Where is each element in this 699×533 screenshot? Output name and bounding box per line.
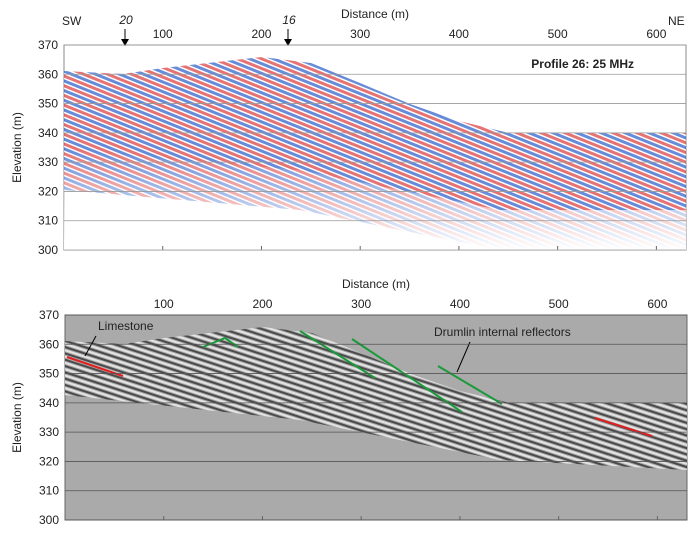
x-tick-label: 400	[449, 27, 469, 41]
line-marker: 20	[118, 13, 133, 27]
y-tick-label: 340	[39, 396, 59, 410]
y-tick-label: 370	[39, 308, 59, 322]
y-tick-label: 320	[39, 454, 59, 468]
y-tick-label: 350	[38, 97, 58, 111]
annotation: Limestone	[98, 319, 154, 333]
y-tick-label: 330	[38, 155, 58, 169]
x-tick-label: 600	[647, 297, 667, 311]
y-axis-label: Elevation (m)	[10, 112, 24, 183]
line-marker: 16	[282, 13, 296, 27]
profile-title: Profile 26: 25 MHz	[531, 57, 634, 71]
x-axis-label: Distance (m)	[342, 277, 410, 291]
x-tick-label: 500	[549, 297, 569, 311]
reflector-line	[299, 330, 376, 379]
y-tick-label: 360	[39, 337, 59, 351]
x-axis-label: Distance (m)	[341, 7, 409, 21]
x-tick-label: 200	[251, 27, 271, 41]
radargram-image	[65, 327, 687, 470]
y-tick-label: 320	[38, 184, 58, 198]
arrow-head	[121, 39, 129, 46]
reflector-line	[437, 365, 503, 405]
arrow-head	[284, 39, 292, 46]
y-tick-label: 310	[38, 214, 58, 228]
x-tick-label: 400	[450, 297, 470, 311]
direction-label: NE	[668, 14, 685, 28]
y-tick-label: 370	[38, 38, 58, 52]
y-tick-label: 300	[38, 243, 58, 257]
annotation: Drumlin internal reflectors	[434, 325, 571, 339]
x-tick-label: 600	[646, 27, 666, 41]
x-tick-label: 100	[153, 27, 173, 41]
limestone-line	[66, 356, 124, 377]
y-tick-label: 340	[38, 126, 58, 140]
x-tick-label: 300	[351, 297, 371, 311]
arrow	[84, 335, 97, 357]
reflector-line	[351, 338, 463, 413]
y-tick-label: 360	[38, 67, 58, 81]
x-tick-label: 200	[252, 297, 272, 311]
direction-label: SW	[62, 14, 82, 28]
x-tick-label: 100	[154, 297, 174, 311]
x-tick-label: 500	[548, 27, 568, 41]
fade	[64, 150, 686, 250]
y-tick-label: 330	[39, 425, 59, 439]
y-tick-label: 310	[39, 484, 59, 498]
x-tick-label: 300	[350, 27, 370, 41]
y-tick-label: 350	[39, 367, 59, 381]
arrow	[456, 341, 471, 373]
limestone-line	[594, 417, 653, 437]
y-axis-label: Elevation (m)	[10, 382, 24, 453]
y-tick-label: 300	[39, 513, 59, 527]
